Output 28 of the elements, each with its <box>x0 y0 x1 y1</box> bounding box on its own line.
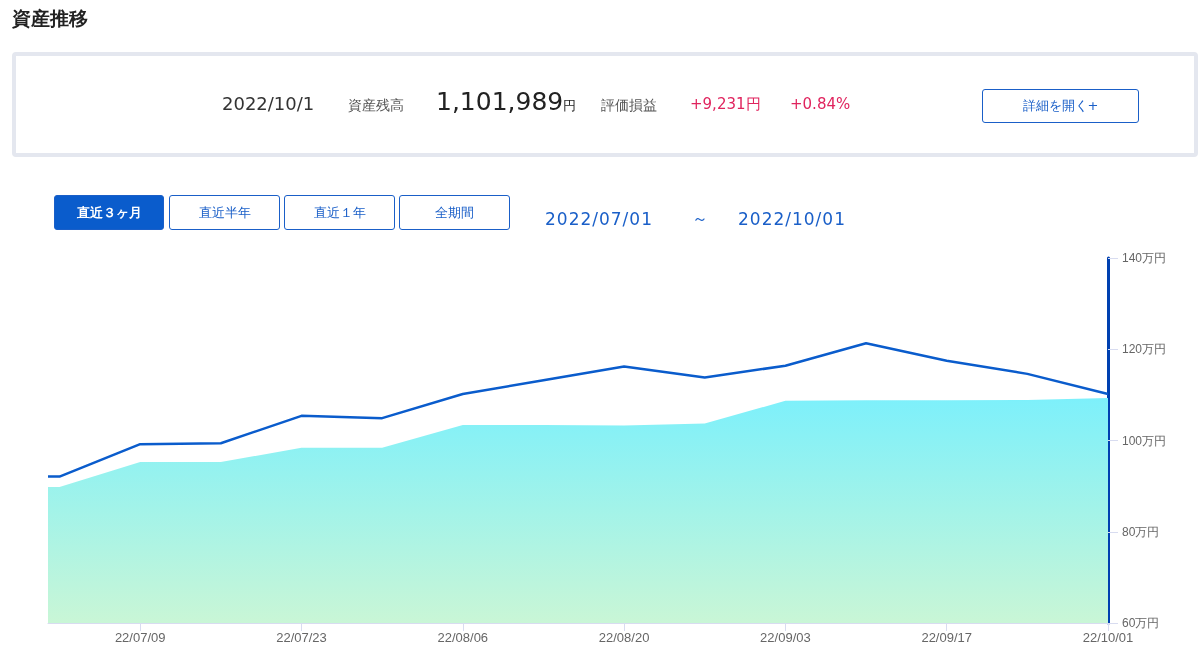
chart-title: 資産推移 <box>12 6 88 31</box>
x-tick-label: 22/08/06 <box>437 630 489 645</box>
x-tick-label: 22/10/01 <box>1082 630 1134 645</box>
y-tick-label: 120万円 <box>1122 342 1167 357</box>
y-tick-label: 140万円 <box>1122 251 1167 265</box>
x-tick-label: 22/07/23 <box>276 630 327 645</box>
text: 評価損益 <box>601 97 657 115</box>
text: 2022/10/1 <box>222 93 315 114</box>
x-tick-label: 22/09/17 <box>921 630 972 645</box>
text: 1,101,989円 <box>436 87 577 116</box>
y-tick-label: 100万円 <box>1122 433 1167 448</box>
text: 資産残高 <box>348 97 404 115</box>
y-tick-label: 80万円 <box>1122 524 1160 539</box>
text: 直近３ヶ月 <box>54 195 164 230</box>
line-series <box>46 342 1110 478</box>
text: +9,231円 <box>690 95 761 114</box>
x-tick-label: 22/08/20 <box>598 630 650 645</box>
x-tick-label: 22/09/03 <box>760 630 811 645</box>
text: 直近半年 <box>169 195 280 230</box>
text: +0.84% <box>790 95 851 113</box>
text: 詳細を開く+ <box>982 89 1139 123</box>
text: 全期間 <box>399 195 510 230</box>
text: 直近１年 <box>284 195 395 230</box>
text: 2022/10/01 <box>738 209 846 229</box>
text: ～ <box>692 209 708 230</box>
y-tick-label: 60万円 <box>1122 616 1160 630</box>
text: 2022/07/01 <box>545 209 653 229</box>
x-tick-label: 22/07/09 <box>114 630 166 645</box>
